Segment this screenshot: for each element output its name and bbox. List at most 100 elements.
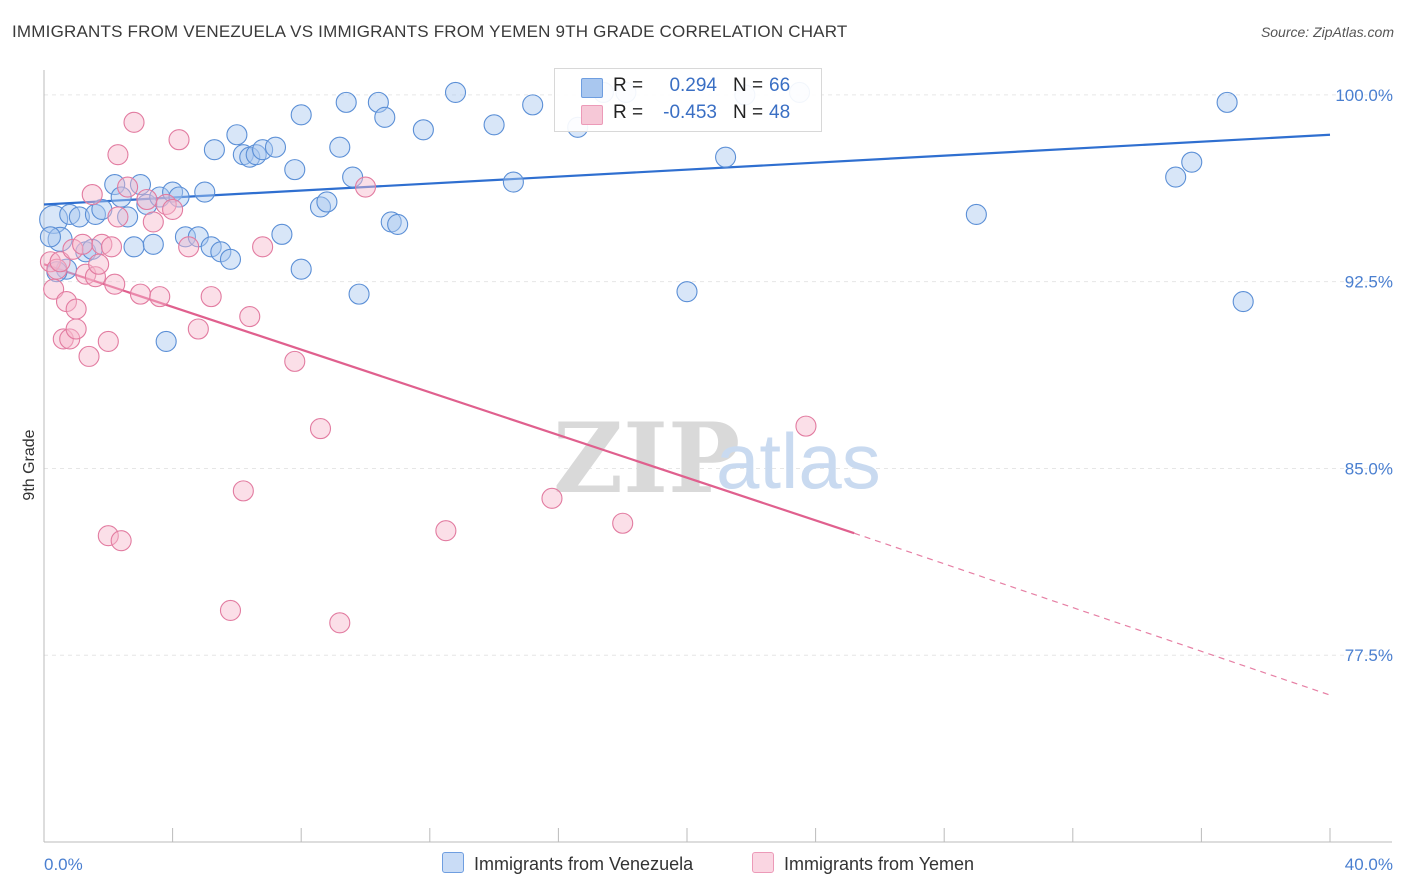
legend-n-label: N = (733, 102, 764, 123)
data-point (68, 206, 90, 228)
data-point (239, 305, 261, 328)
data-point (81, 183, 103, 206)
x-tick-labels: 0.0% 40.0% (44, 855, 1393, 874)
y-tick-label: 77.5% (1345, 646, 1393, 665)
data-point (142, 211, 164, 233)
data-point (110, 530, 132, 552)
data-point (348, 283, 370, 305)
data-point (62, 238, 84, 260)
data-point (65, 318, 87, 340)
legend-label-yemen: Immigrants from Yemen (784, 854, 975, 874)
data-point (284, 159, 306, 181)
legend-n-value: 48 (769, 102, 791, 123)
legend-n-label: N = (733, 75, 764, 96)
data-point (290, 258, 312, 280)
legend-n-value: 66 (769, 75, 791, 96)
data-point (502, 171, 524, 193)
legend-swatch-venezuela (581, 78, 603, 98)
chart-source: Source: ZipAtlas.com (1260, 24, 1394, 40)
data-point (97, 330, 119, 352)
data-point (252, 236, 274, 258)
trend-extension-yemen (853, 532, 1331, 696)
watermark: ZIP atlas (553, 402, 881, 515)
chart-title: IMMIGRANTS FROM VENEZUELA VS IMMIGRANTS … (12, 22, 848, 41)
axes (43, 70, 1392, 843)
data-point (252, 139, 274, 161)
data-point (444, 81, 467, 103)
series-legend-yemen[interactable]: Immigrants from Yemen (752, 852, 974, 875)
data-point (149, 286, 171, 308)
data-point (168, 129, 190, 151)
data-point (1216, 91, 1238, 113)
data-point (39, 226, 61, 248)
data-point (78, 345, 100, 367)
data-point (39, 204, 69, 234)
x-tick-label: 0.0% (44, 855, 83, 874)
data-point (59, 328, 81, 350)
data-point (129, 283, 151, 305)
data-point (203, 139, 225, 161)
data-point (178, 236, 200, 258)
legend-swatch-yemen (752, 852, 774, 873)
stats-legend: R = 0.294 N = 66 R = -0.453 N = 48 (554, 68, 822, 132)
data-point (483, 114, 505, 136)
legend-r-value: -0.453 (663, 102, 717, 123)
watermark-zip: ZIP (553, 402, 740, 515)
data-point (329, 612, 351, 634)
data-point (219, 248, 242, 270)
data-point (271, 223, 293, 245)
legend-r-label: R = (613, 102, 644, 123)
legend-swatch-yemen (581, 105, 603, 125)
trend-line-venezuela (43, 133, 1331, 206)
data-point (107, 206, 129, 228)
trend-line-yemen (43, 263, 855, 535)
data-point (309, 418, 332, 440)
data-point (200, 286, 222, 308)
data-points (39, 81, 1254, 634)
x-tick-label: 40.0% (1345, 855, 1393, 874)
data-point (232, 480, 254, 502)
data-point (965, 203, 987, 225)
watermark-atlas: atlas (716, 417, 881, 505)
data-point (387, 213, 409, 235)
legend-r-value: 0.294 (669, 75, 717, 96)
data-point (715, 146, 737, 168)
data-point (1181, 151, 1203, 173)
data-point (316, 191, 338, 213)
data-point (97, 525, 119, 547)
data-point (374, 106, 396, 128)
series-yemen-points (39, 111, 817, 634)
data-point (104, 273, 126, 295)
y-tick-label: 85.0% (1345, 459, 1393, 478)
data-point (541, 487, 563, 509)
data-point (117, 176, 139, 198)
data-point (219, 599, 242, 621)
legend-row-venezuela: R = 0.294 N = 66 (555, 75, 821, 101)
data-point (290, 104, 312, 126)
data-point (354, 176, 377, 198)
data-point (795, 415, 817, 437)
data-point (88, 253, 110, 275)
data-point (335, 91, 357, 113)
data-point (84, 266, 106, 288)
data-point (1165, 166, 1187, 188)
data-point (100, 236, 123, 258)
data-point (284, 350, 306, 372)
legend-swatch-venezuela (442, 852, 464, 873)
y-tick-label: 92.5% (1345, 273, 1393, 292)
data-point (107, 144, 129, 166)
legend-r-label: R = (613, 75, 644, 96)
data-point (612, 512, 634, 534)
legend-row-yemen: R = -0.453 N = 48 (555, 102, 821, 128)
data-point (412, 119, 434, 141)
series-legend-venezuela[interactable]: Immigrants from Venezuela (442, 852, 693, 875)
data-point (676, 281, 698, 303)
data-point (72, 233, 94, 255)
data-point (329, 136, 351, 158)
data-point (123, 236, 145, 258)
data-point (49, 251, 71, 273)
data-point (65, 298, 87, 320)
data-point (162, 198, 184, 221)
data-point (200, 236, 222, 258)
